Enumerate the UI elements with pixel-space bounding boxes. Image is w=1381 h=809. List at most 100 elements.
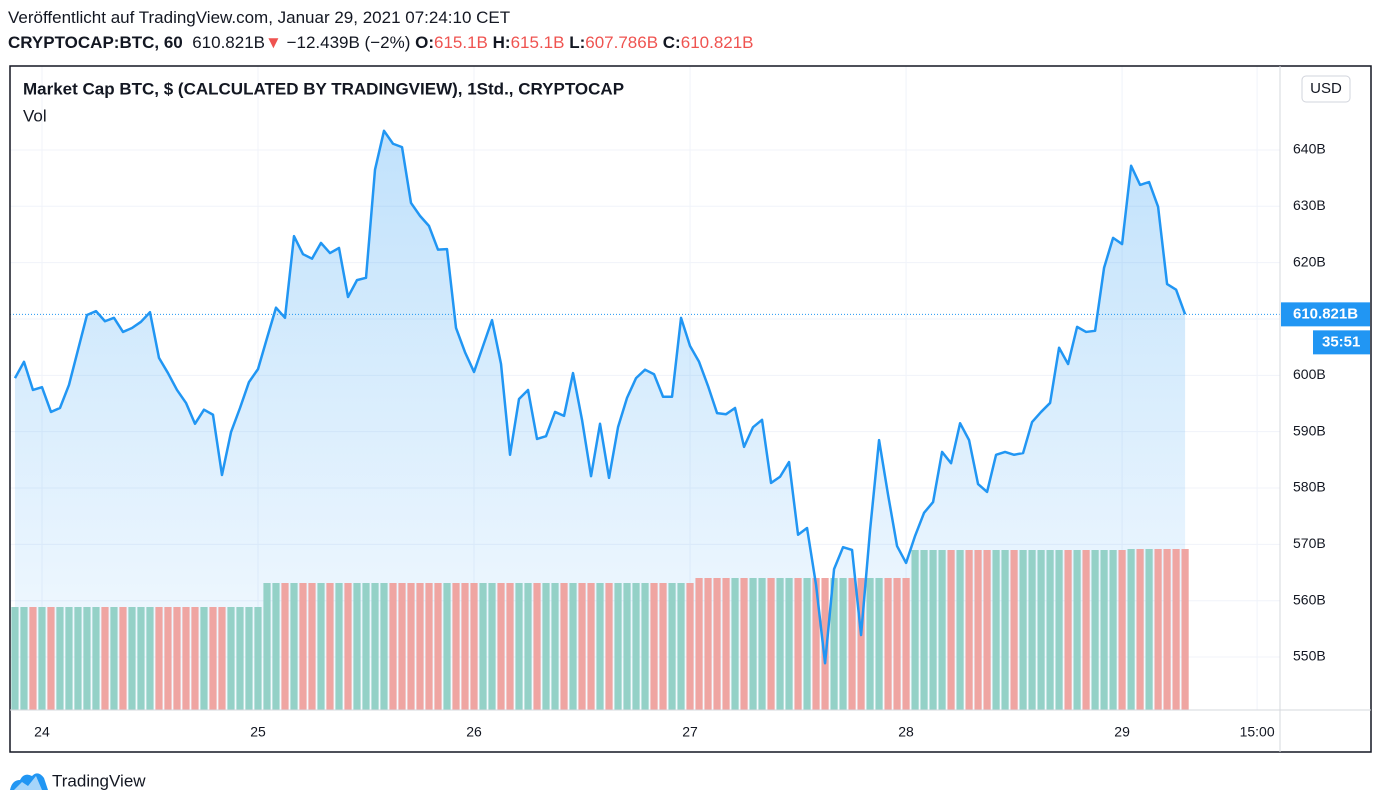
volume-bar xyxy=(1064,550,1072,710)
x-tick-label: 24 xyxy=(34,724,50,740)
volume-bar xyxy=(704,578,712,710)
volume-bar xyxy=(101,607,109,710)
volume-bar xyxy=(1181,549,1189,710)
volume-bar xyxy=(380,583,388,710)
x-tick-label: 26 xyxy=(466,724,482,740)
volume-bar xyxy=(884,578,892,710)
price-line xyxy=(13,129,1187,665)
volume-bar xyxy=(767,578,775,710)
volume-bar xyxy=(560,583,568,710)
y-tick-label: 590B xyxy=(1293,422,1326,438)
volume-bar xyxy=(452,583,460,710)
volume-bar xyxy=(524,583,532,710)
y-tick-label: 600B xyxy=(1293,366,1326,382)
volume-bar xyxy=(866,578,874,710)
x-tick-label: 28 xyxy=(898,724,914,740)
volume-bar xyxy=(281,583,289,710)
volume-bar xyxy=(1118,550,1126,710)
y-tick-label: 560B xyxy=(1293,591,1326,607)
volume-bar xyxy=(443,583,451,710)
volume-bar xyxy=(470,583,478,710)
area-layer xyxy=(14,130,1186,710)
volume-bar xyxy=(65,607,73,710)
volume-bar xyxy=(1046,550,1054,710)
volume-bar xyxy=(605,583,613,710)
volume-bar xyxy=(911,550,919,710)
volume-bar xyxy=(128,607,136,710)
volume-bar xyxy=(596,583,604,710)
high-label: H: xyxy=(492,33,511,52)
volume-bar xyxy=(317,583,325,710)
volume-bar xyxy=(209,607,217,710)
volume-bar xyxy=(1082,550,1090,710)
volume-bar xyxy=(29,607,37,710)
volume-bar xyxy=(677,583,685,710)
volume-bar xyxy=(371,583,379,710)
volume-bar xyxy=(119,607,127,710)
volume-bar xyxy=(173,607,181,710)
volume-bar xyxy=(1037,550,1045,710)
volume-bar xyxy=(326,583,334,710)
volume-bar xyxy=(641,583,649,710)
volume-bar xyxy=(353,583,361,710)
last-price-tag xyxy=(1281,302,1370,327)
label-layer: 550B560B570B580B590B600B610B620B630B640B… xyxy=(34,141,1370,740)
volume-bar xyxy=(74,607,82,710)
volume-bar xyxy=(731,578,739,710)
x-tick-label: 15:00 xyxy=(1240,724,1275,740)
currency[interactable]: USD xyxy=(1310,80,1342,97)
currency-badge[interactable] xyxy=(1301,75,1351,103)
open-label: O: xyxy=(415,33,434,52)
volume-bar xyxy=(542,583,550,710)
volume-bar xyxy=(956,550,964,710)
volume-bar xyxy=(776,578,784,710)
line-layer xyxy=(10,129,1280,665)
volume-bar xyxy=(362,583,370,710)
volume-bar xyxy=(47,607,55,710)
volume-bar xyxy=(308,583,316,710)
open: 615.1B xyxy=(434,33,488,52)
volume-bar xyxy=(227,607,235,710)
volume-bar xyxy=(785,578,793,710)
volume-bar xyxy=(533,583,541,710)
volume-bar xyxy=(191,607,199,710)
volume-bar xyxy=(695,578,703,710)
volume-bar xyxy=(200,607,208,710)
price-area xyxy=(14,130,1186,710)
volume-bar xyxy=(1019,550,1027,710)
volume-bar xyxy=(137,607,145,710)
published-line: Veröffentlicht auf TradingView.com, Janu… xyxy=(8,8,510,28)
volume-bar xyxy=(92,607,100,710)
volume-bar xyxy=(686,583,694,710)
volume-bar xyxy=(758,578,766,710)
volume-layer xyxy=(11,549,1189,710)
arrow: ▼ xyxy=(265,33,282,52)
volume-bar xyxy=(182,607,190,710)
volume-bar xyxy=(1109,550,1117,710)
volume-bar xyxy=(164,607,172,710)
countdown: 35:51 xyxy=(1322,333,1360,350)
volume-bar xyxy=(1136,549,1144,710)
volume-bar xyxy=(857,578,865,710)
volume-bar xyxy=(245,607,253,710)
volume-bar xyxy=(1091,550,1099,710)
volume-bar xyxy=(821,578,829,710)
volume-bar xyxy=(83,607,91,710)
volume-bar xyxy=(299,583,307,710)
volume-bar xyxy=(335,583,343,710)
volume-bar xyxy=(632,583,640,710)
volume-bar xyxy=(1145,549,1153,710)
volume-bar xyxy=(497,583,505,710)
volume-bar xyxy=(902,578,910,710)
volume-bar xyxy=(1010,550,1018,710)
logo xyxy=(10,773,48,790)
volume-bar xyxy=(920,550,928,710)
volume-bar xyxy=(893,578,901,710)
volume-bar xyxy=(740,578,748,710)
volume-bar xyxy=(479,583,487,710)
quote-line: CRYPTOCAP:BTC, 60 610.821B▼ −12.439B (−2… xyxy=(8,33,754,53)
volume-bar xyxy=(938,550,946,710)
volume-bar xyxy=(623,583,631,710)
volume-bar xyxy=(650,583,658,710)
volume-bar xyxy=(344,583,352,710)
